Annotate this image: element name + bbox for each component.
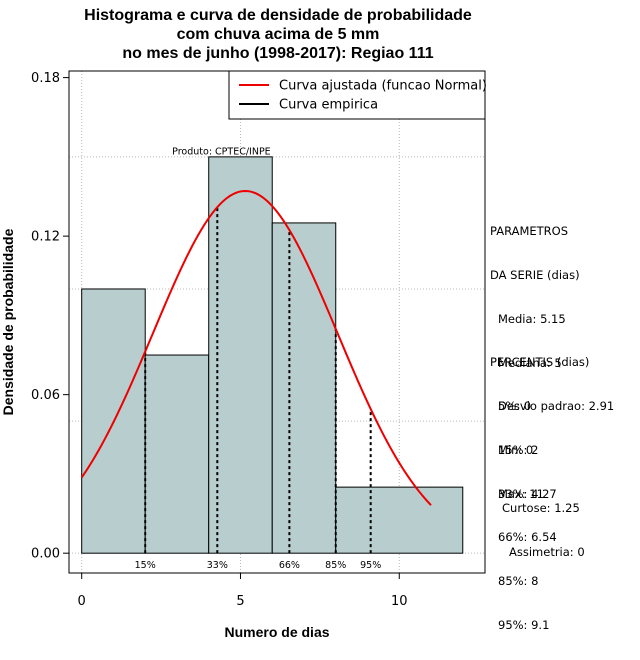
y-tick-label-3: 0.18 xyxy=(31,71,60,86)
percentis-p66: 66%: 6.54 xyxy=(498,530,557,545)
percentile-label-1: 33% xyxy=(207,560,228,571)
parametros-max: Max: 11 xyxy=(498,486,544,501)
legend-box xyxy=(228,70,486,120)
percentis-p95: 95%: 9.1 xyxy=(498,617,550,632)
assimetria-value: Assimetria: 0 xyxy=(509,544,585,559)
x-tick-label-1: 5 xyxy=(236,594,244,609)
percentis-p85: 85%: 8 xyxy=(498,574,539,589)
curtose-value: Curtose: 1.25 xyxy=(502,501,580,516)
percentile-label-0: 15% xyxy=(135,560,156,571)
percentis-panel: PERCENTIS (dias) 5%: 0 15%: 2 33%: 4.27 … xyxy=(490,326,589,647)
percentile-label-2: 66% xyxy=(279,560,300,571)
chart-title-line-3: no mes de junho (1998-2017): Regiao 111 xyxy=(122,45,434,62)
x-axis-label: Numero de dias xyxy=(224,624,330,640)
y-tick-label-2: 0.12 xyxy=(31,230,60,245)
normal-curve-line xyxy=(80,189,432,506)
parametros-heading-1: PARAMETROS xyxy=(490,224,569,239)
percentis-p33: 33%: 4.27 xyxy=(498,486,557,501)
parametros-desvio: Desvio padrao: 2.91 xyxy=(498,399,615,414)
histogram-bar-2 xyxy=(208,156,273,554)
histogram-bar-3 xyxy=(271,222,337,554)
percentile-label-3: 85% xyxy=(325,560,346,571)
legend-normal-label: Curva ajustada (funcao Normal) xyxy=(279,79,487,94)
legend-empirical-label: Curva empirica xyxy=(279,98,378,113)
x-tick-label-0: 0 xyxy=(78,594,86,609)
percentis-heading: PERCENTIS (dias) xyxy=(490,355,590,370)
histogram-bar-1 xyxy=(144,354,210,554)
y-tick-label-1: 0.06 xyxy=(31,388,60,403)
parametros-panel: PARAMETROS DA SERIE (dias) Media: 5.15 M… xyxy=(490,195,614,516)
product-label: Produto: CPTEC/INPE xyxy=(172,146,271,157)
parametros-min: Min: 0 xyxy=(498,443,534,458)
parametros-heading-2: DA SERIE (dias) xyxy=(490,267,580,282)
percentile-label-4: 95% xyxy=(360,560,381,571)
parametros-media: Media: 5.15 xyxy=(498,311,566,326)
x-tick-label-2: 10 xyxy=(391,594,408,609)
percentis-p5: 5%: 0 xyxy=(498,398,532,413)
chart-title-line-2: com chuva acima de 5 mm xyxy=(176,26,380,43)
y-axis-label: Densidade de probabilidade xyxy=(0,228,16,416)
histogram-bar-4 xyxy=(335,486,464,554)
percentis-p15: 15%: 2 xyxy=(498,442,539,457)
chart-title-line-1: Histograma e curva de densidade de proba… xyxy=(84,7,472,24)
y-tick-label-0: 0.00 xyxy=(31,547,60,562)
shape-panel: Curtose: 1.25 Assimetria: 0 xyxy=(502,472,585,574)
parametros-mediana: Mediana: 5 xyxy=(498,355,562,370)
